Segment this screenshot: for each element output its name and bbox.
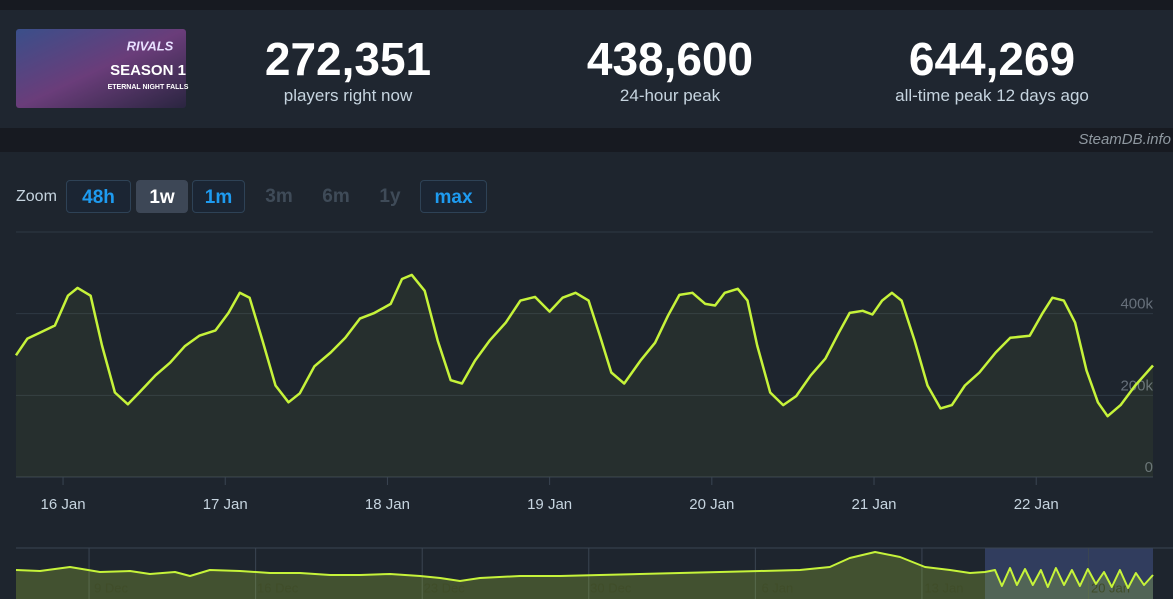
stat-value: 272,351: [264, 33, 432, 85]
x-tick-label: 23 Dec: [424, 580, 466, 595]
y-tick-label: 200k: [1120, 377, 1153, 394]
zoom-button[interactable]: 1w: [136, 180, 188, 213]
x-tick-label: 18 Jan: [365, 496, 410, 513]
stat-label: 24-hour peak: [619, 86, 721, 105]
zoom-button[interactable]: 6m: [322, 186, 350, 207]
area: [16, 274, 1153, 477]
y-tick-label: 400k: [1120, 296, 1153, 313]
x-tick-label: 20 Jan: [1091, 580, 1130, 595]
zoom-button[interactable]: 1m: [192, 180, 245, 213]
line: [14, 273, 1154, 418]
stat: 438,600 24-hour peak: [510, 34, 830, 106]
stat-value: 438,600: [586, 33, 754, 85]
header-panel: [0, 10, 1173, 128]
thumbnail-logo: RIVALS: [127, 38, 174, 53]
zoom-button[interactable]: 3m: [265, 186, 293, 207]
x-tick-label: 22 Jan: [1014, 496, 1059, 513]
x-tick-label: 30 Dec: [590, 580, 632, 595]
source-link[interactable]: SteamDB.info: [1078, 131, 1171, 148]
zoom-button[interactable]: 48h: [66, 180, 131, 213]
thumbnail-season: SEASON 1: [110, 62, 186, 79]
x-tick-label: 20 Jan: [689, 496, 734, 513]
x-tick-label: 9 Dec: [94, 580, 128, 595]
stat: 644,269 all-time peak 12 days ago: [832, 34, 1152, 106]
x-tick-label: 21 Jan: [851, 496, 896, 513]
stat-value: 644,269: [908, 33, 1076, 85]
stat-label: players right now: [283, 86, 413, 105]
x-tick-label: 16 Dec: [257, 580, 299, 595]
x-tick-label: 13 Jan: [924, 580, 963, 595]
zoom-button[interactable]: 1y: [379, 186, 401, 207]
x-tick-label: 17 Jan: [203, 496, 248, 513]
stat-label: all-time peak 12 days ago: [895, 86, 1089, 105]
line: [15, 551, 1154, 589]
zoom-button[interactable]: max: [420, 180, 487, 213]
thumbnail-subtitle: ETERNAL NIGHT FALLS: [108, 84, 189, 91]
thumbnail: [16, 29, 186, 108]
y-tick-label: 0: [1145, 459, 1153, 476]
x-tick-label: 6 Jan: [761, 580, 793, 595]
x-tick-label: 16 Jan: [41, 496, 86, 513]
x-tick-label: 19 Jan: [527, 496, 572, 513]
stat: 272,351 players right now: [188, 34, 508, 106]
zoom-label: Zoom: [16, 188, 57, 205]
